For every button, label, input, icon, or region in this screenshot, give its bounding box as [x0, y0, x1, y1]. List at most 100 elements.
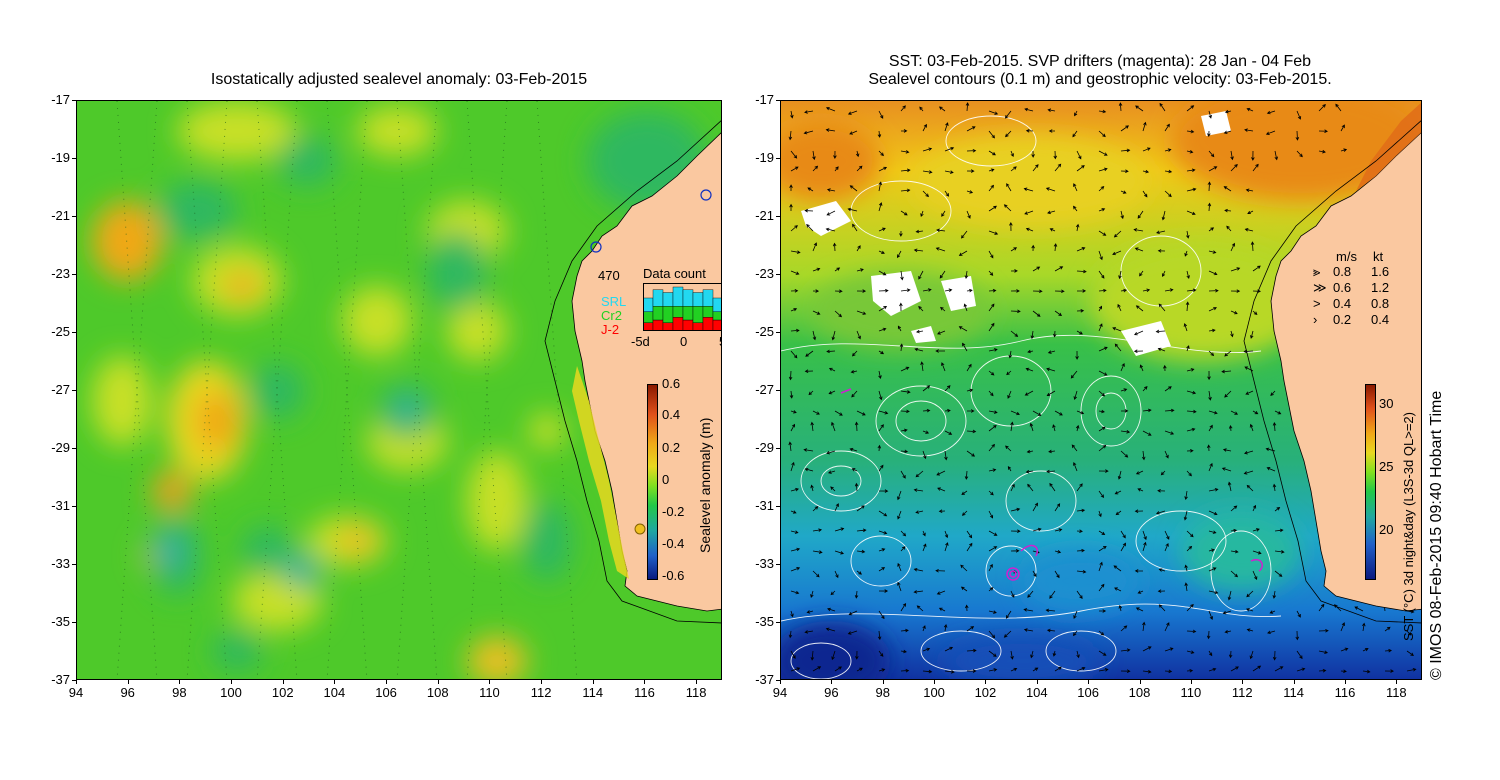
velocity-arrow: [833, 150, 837, 159]
velocity-arrow: [1076, 508, 1086, 513]
velocity-arrow: [1243, 470, 1254, 475]
velocity-arrow: [789, 390, 794, 399]
velocity-arrow: [1161, 270, 1166, 278]
velocity-arrow: [1027, 349, 1034, 354]
velocity-arrow: [1230, 242, 1236, 252]
velocity-arrow: [944, 646, 954, 652]
velocity-arrow: [914, 347, 924, 352]
velocity-arrow: [1157, 249, 1166, 253]
right-map-title-line2: Sealevel contours (0.1 m) and geostrophi…: [868, 71, 1332, 88]
velocity-arrow: [966, 648, 977, 653]
velocity-arrow: [966, 450, 976, 457]
velocity-arrow: [1098, 230, 1107, 236]
sst-colorbar-tick: 30: [1379, 396, 1394, 411]
x-tick-label: 118: [1385, 685, 1407, 700]
velocity-arrow: [1186, 603, 1194, 612]
velocity-arrow: [922, 408, 931, 413]
x-tick-label: 106: [1077, 685, 1099, 700]
velocity-arrow: [1134, 509, 1144, 513]
velocity-arrow: [941, 210, 946, 217]
velocity-arrow: [1023, 608, 1034, 612]
y-tick-label: -31: [755, 498, 774, 513]
data-count-xtick: 0: [680, 334, 688, 349]
velocity-arrow: [1054, 163, 1062, 172]
velocity-arrow: [856, 165, 863, 172]
velocity-arrow: [1142, 408, 1152, 413]
velocity-arrow: [806, 223, 814, 232]
velocity-arrow: [900, 390, 911, 394]
velocity-arrow: [1230, 289, 1241, 293]
velocity-arrow: [1274, 550, 1285, 554]
velocity-arrow: [1158, 604, 1166, 612]
velocity-arrow: [1318, 103, 1326, 112]
y-tick-label: -23: [51, 266, 70, 281]
velocity-arrow: [1098, 510, 1102, 518]
velocity-legend-kt: 0.8: [1371, 296, 1390, 311]
velocity-arrow: [1335, 103, 1342, 112]
velocity-arrow: [1224, 350, 1232, 357]
x-tick-label: 118: [685, 685, 707, 700]
velocity-arrow: [1010, 269, 1018, 273]
velocity-arrow: [988, 443, 995, 452]
velocity-arrow: [877, 444, 882, 452]
velocity-arrow: [856, 289, 867, 293]
velocity-arrow: [878, 530, 888, 535]
velocity-arrow: [834, 289, 843, 293]
y-tick-mark: [776, 274, 780, 275]
velocity-arrow: [1274, 666, 1284, 672]
histogram-bar: [682, 289, 694, 307]
velocity-arrow: [790, 610, 794, 618]
velocity-arrow: [1098, 288, 1107, 293]
velocity-arrow: [790, 423, 796, 432]
velocity-arrow: [1266, 110, 1276, 115]
velocity-arrow: [1230, 410, 1239, 415]
velocity-arrow: [1164, 622, 1170, 632]
velocity-arrow: [1186, 210, 1196, 216]
velocity-arrow: [922, 647, 931, 652]
velocity-arrow: [1296, 650, 1303, 660]
velocity-arrow: [790, 270, 800, 275]
velocity-arrow: [988, 230, 999, 235]
x-tick-mark: [231, 680, 233, 684]
velocity-arrow: [1184, 582, 1188, 592]
velocity-arrow: [810, 590, 814, 598]
x-tick-mark: [644, 680, 646, 684]
velocity-arrow: [1098, 150, 1108, 156]
velocity-arrow: [1252, 410, 1259, 415]
histogram-bar: [643, 322, 654, 331]
x-tick-label: 104: [1025, 685, 1048, 700]
histogram-bar: [702, 317, 714, 331]
velocity-arrow: [1075, 223, 1080, 232]
histogram-bar: [682, 306, 694, 321]
velocity-arrow: [1120, 169, 1129, 173]
velocity-arrow: [900, 288, 911, 292]
velocity-legend-arrow-icon: >: [1313, 296, 1321, 311]
velocity-arrow: [938, 106, 946, 112]
velocity-arrow: [790, 110, 794, 119]
velocity-arrow: [1112, 327, 1122, 332]
velocity-arrow: [1076, 529, 1083, 533]
velocity-arrow: [878, 424, 884, 432]
velocity-arrow: [1269, 610, 1276, 614]
velocity-arrow: [897, 325, 902, 332]
histogram-bar: [712, 311, 721, 321]
velocity-arrow: [963, 303, 968, 312]
x-tick-mark: [1344, 680, 1346, 684]
velocity-arrow: [1186, 470, 1192, 477]
velocity-arrow: [1004, 110, 1012, 119]
velocity-arrow: [1226, 225, 1232, 232]
velocity-arrow: [964, 604, 969, 612]
y-tick-mark: [72, 332, 76, 333]
velocity-arrow: [1076, 483, 1083, 492]
y-tick-mark: [776, 680, 780, 681]
velocity-arrow: [878, 227, 886, 232]
velocity-arrow: [1164, 148, 1172, 152]
velocity-arrow: [900, 105, 906, 112]
velocity-arrow: [789, 184, 793, 192]
velocity-arrow: [1139, 270, 1144, 277]
velocity-legend-ms: 0.6: [1333, 280, 1352, 295]
velocity-arrow: [1406, 609, 1415, 614]
x-tick-mark: [934, 680, 936, 684]
velocity-arrow: [1158, 568, 1166, 572]
velocity-arrow: [1206, 630, 1211, 640]
